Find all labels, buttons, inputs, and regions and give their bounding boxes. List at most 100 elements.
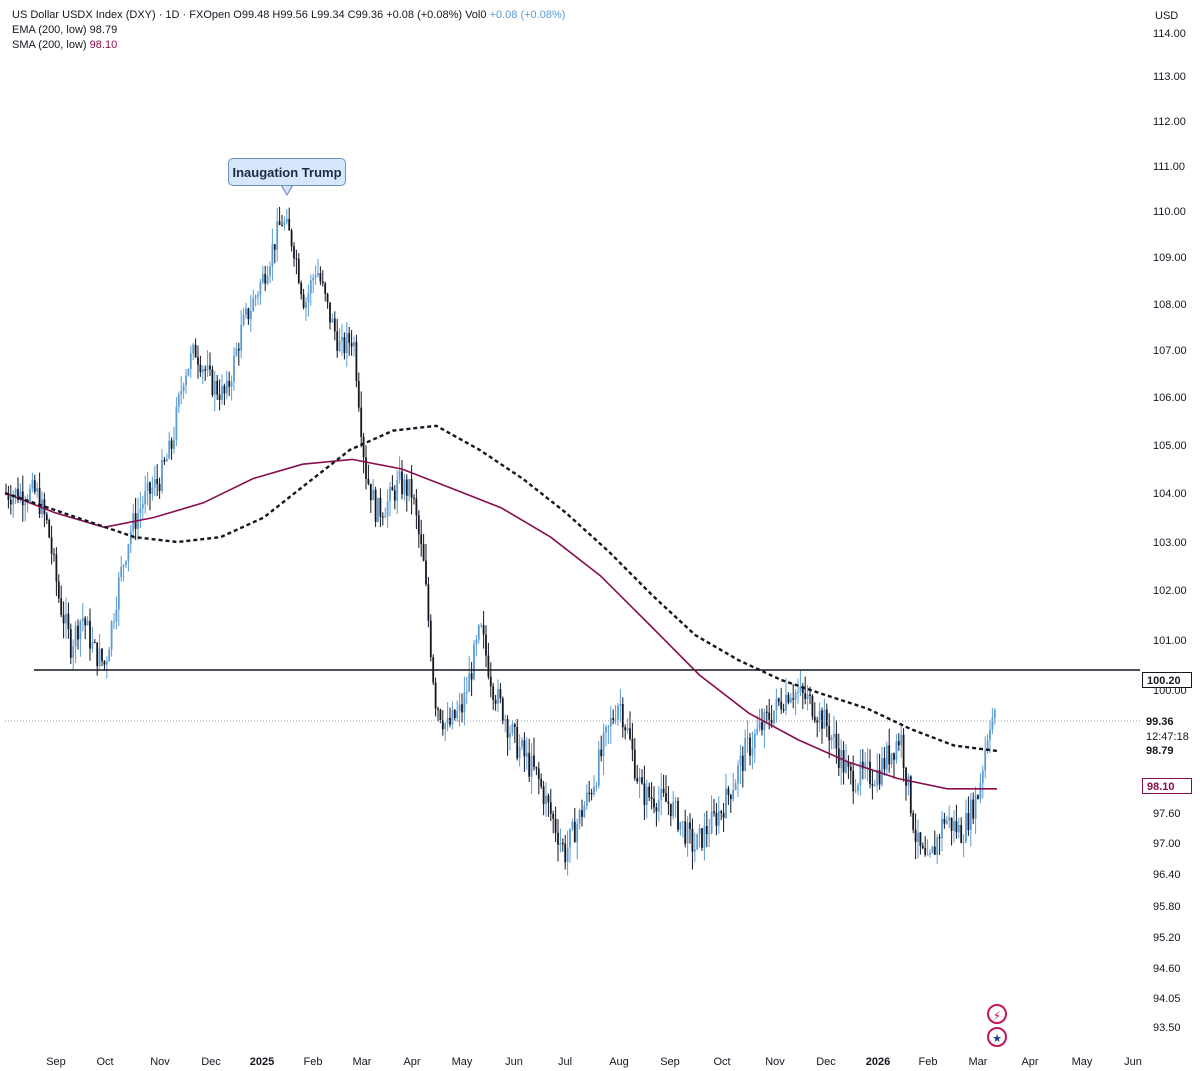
currency-label[interactable]: USD [1155,10,1179,22]
candle-body [369,483,372,501]
candle-body [533,755,535,768]
candle-body [919,832,922,846]
inauguration-callout[interactable]: Inaugation Trump [228,158,346,186]
y-tick-label: 103.00 [1153,537,1187,549]
candle-body [122,565,125,567]
candle-body [437,708,439,710]
sma-row[interactable]: SMA (200, low) 98.10 [12,38,565,53]
candle-body [228,380,231,387]
y-tick-label: 111.00 [1153,161,1185,173]
candle-body [665,792,667,802]
candle-body [77,625,79,640]
candle-body [24,503,27,506]
candle-body [149,482,151,494]
candle-body [309,280,312,294]
ema-price-tag: 98.79 [1142,743,1192,759]
candle-body [365,457,367,479]
ema-row[interactable]: EMA (200, low) 98.79 [12,23,565,38]
y-tick-label: 109.00 [1153,252,1187,264]
candle-body [794,692,797,700]
candle-body [866,761,869,763]
candle-body [523,740,526,757]
candle-body [69,629,72,658]
candle-body [379,497,382,517]
candle-body [357,381,360,408]
candle-body [993,710,996,718]
y-tick-label: 102.00 [1153,585,1187,597]
candle-body [456,711,459,719]
candle-body [653,798,655,808]
candle-body [115,609,118,622]
us-flag-icon[interactable]: ★ [987,1027,1007,1047]
candle-body [602,732,605,757]
sma-line[interactable] [4,458,997,790]
candle-body [650,797,653,799]
candle-body [468,673,471,692]
time-axis: Sep Oct Nov Dec 2025 Feb Mar Apr May Jun Jul Aug Sep… [46,1056,1142,1068]
candle-body [43,499,46,515]
candle-body [847,761,850,767]
candle-body [353,341,355,347]
candle-body [902,734,905,768]
candle-body [108,649,111,662]
candle-body [693,849,696,852]
candle-body [727,788,730,795]
candle-body [657,800,660,812]
candle-body [638,777,641,782]
candle-body [861,761,864,769]
candle-body [962,841,965,843]
candle-body [254,296,257,299]
candle-body [225,380,228,394]
candle-body [458,704,461,712]
candle-body [401,471,403,495]
candle-body [473,644,475,680]
candle-body [497,689,499,704]
candle-body [113,621,115,623]
candle-body [245,308,247,315]
candle-body [105,661,108,665]
lightning-icon[interactable]: ⚡ [987,1004,1007,1024]
bar-countdown: 12:47:18 [1142,729,1192,745]
x-tick-label: Jun [505,1056,523,1068]
x-tick-label: Feb [919,1056,938,1068]
y-tick-label: 112.00 [1153,116,1186,128]
candle-body [710,811,713,834]
candle-body [65,613,67,624]
candle-body [53,553,55,555]
candle-body [461,704,463,713]
candle-body [185,375,187,386]
candle-body [288,218,291,231]
candle-body [780,701,783,710]
candle-body [717,811,720,826]
candle-body [477,625,480,640]
candle-body [261,273,264,283]
candle-body [967,812,970,831]
candle-body [667,801,670,804]
candle-body [29,488,31,502]
candle-body [117,577,120,610]
ema-line[interactable] [4,424,998,753]
candle-body [249,310,252,320]
candle-body [103,661,106,665]
candle-body [451,710,454,725]
candle-body [101,648,103,662]
y-tick-label: 97.60 [1153,808,1181,820]
candle-body [624,727,627,731]
candle-body [626,728,629,731]
candle-body [701,828,703,848]
x-tick-label: Nov [765,1056,785,1068]
candle-body [662,788,665,793]
candle-body [389,487,391,502]
candle-body [338,340,341,351]
y-tick-label: 96.40 [1153,869,1181,881]
candle-body [393,490,396,501]
candle-body [396,479,399,501]
candle-body [413,497,415,499]
x-tick-label: Jul [558,1056,572,1068]
candle-body [761,722,763,731]
candle-body [842,750,845,773]
candle-body [221,385,223,400]
x-tick-label: Sep [46,1056,66,1068]
ema-label: EMA (200, low) [12,24,87,36]
